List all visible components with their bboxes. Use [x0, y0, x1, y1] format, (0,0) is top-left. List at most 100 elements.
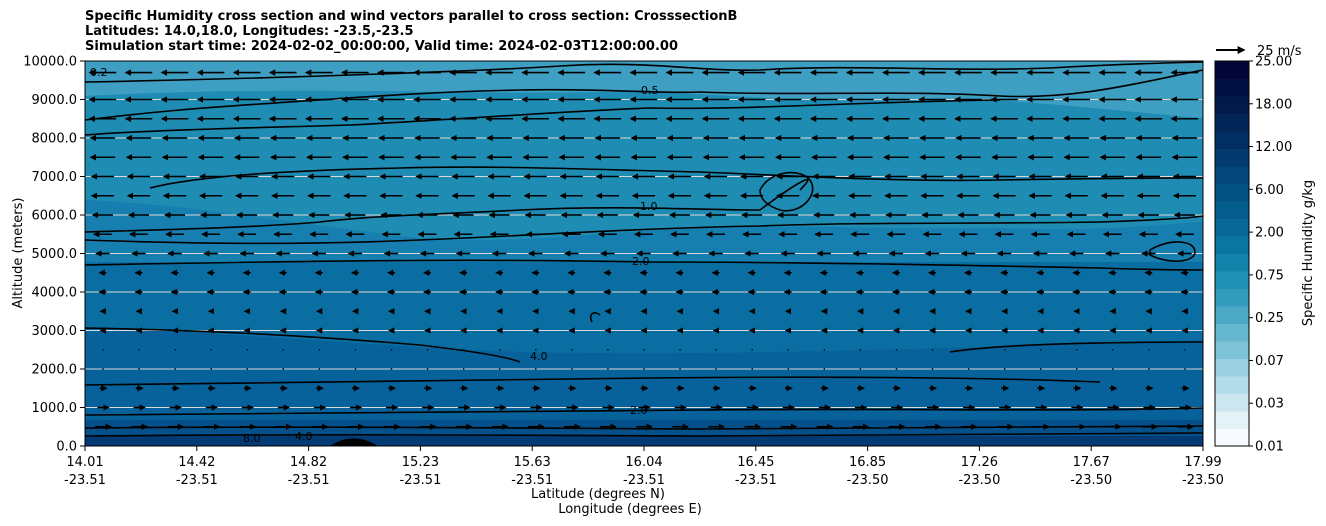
- wind-vector: [426, 368, 429, 370]
- contour-8-0-bl: [85, 432, 1203, 437]
- y-tick-label: 3000.0: [32, 324, 78, 339]
- wind-vector: [1184, 368, 1186, 370]
- wind-vector: [679, 368, 681, 370]
- wind-vector: [318, 368, 321, 370]
- colorbar-tick-label: 2.00: [1255, 226, 1284, 241]
- wind-vector: [1148, 368, 1150, 370]
- wind-vector: [462, 348, 465, 351]
- wind-vector: [751, 368, 753, 370]
- chart-title-line-1: Specific Humidity cross section and wind…: [85, 9, 738, 24]
- colorbar-segment: [1215, 341, 1249, 359]
- wind-vector: [895, 348, 898, 351]
- wind-vector: [138, 368, 140, 370]
- wind-vector: [426, 348, 429, 351]
- wind-vector: [787, 348, 790, 351]
- colorbar-tick-label: 25.00: [1255, 55, 1292, 70]
- contour-2-0-low: [85, 376, 1101, 386]
- wind-vector: [1112, 348, 1114, 351]
- contour-1-0: [85, 178, 809, 233]
- x-tick-label-lat: 16.04: [625, 455, 662, 470]
- wind-vector: [931, 368, 934, 370]
- contour-closed-right: [1149, 241, 1196, 262]
- wind-vector: [679, 348, 681, 351]
- wind-vector: [174, 348, 176, 351]
- wind-vector: [1039, 348, 1042, 351]
- wind-vector: [823, 348, 826, 351]
- colorbar-tick-label: 0.25: [1255, 311, 1284, 326]
- wind-vector: [462, 368, 465, 370]
- contour-small-4-0: [589, 312, 601, 323]
- contour-closed-blob: [759, 171, 814, 212]
- y-tick-label: 0.0: [56, 440, 77, 455]
- colorbar-tick-label: 0.01: [1255, 440, 1284, 455]
- colorbar-tick-label: 0.03: [1255, 397, 1284, 412]
- wind-vector: [607, 368, 609, 370]
- wind-vector: [571, 348, 573, 351]
- wind-vector: [787, 368, 790, 370]
- wind-vector: [318, 348, 321, 351]
- x-tick-label-lat: 15.63: [514, 455, 551, 470]
- colorbar-segment: [1215, 148, 1249, 167]
- wind-vector: [967, 348, 970, 351]
- colorbar-segment: [1215, 411, 1249, 429]
- x-tick-label-lon: -23.51: [623, 473, 665, 488]
- x-axis-label-lon: Longitude (degrees E): [558, 502, 702, 517]
- wind-vector: [246, 368, 249, 370]
- x-tick-label-lat: 17.67: [1073, 455, 1110, 470]
- colorbar-segment: [1215, 358, 1249, 377]
- wind-vector: [715, 368, 717, 370]
- wind-vector: [210, 368, 212, 370]
- colorbar-segment: [1215, 376, 1249, 394]
- contour-labels: 0.5 1.0 2.0 2.0 4.0 4.0 8.0 0.2: [90, 66, 659, 445]
- contour-4-0-right: [949, 341, 1203, 353]
- chart-title-line-3: Simulation start time: 2024-02-02_00:00:…: [85, 39, 678, 54]
- contour-label-1-0: 1.0: [640, 200, 658, 213]
- wind-vector: [390, 368, 393, 370]
- wind-vector: [210, 348, 212, 351]
- wind-vector: [354, 368, 357, 370]
- quiver-key-label: 25 m/s: [1257, 44, 1302, 59]
- colorbar-segment: [1215, 96, 1249, 114]
- colorbar-segment: [1215, 113, 1249, 132]
- wind-vector: [643, 348, 645, 351]
- contour-label-4-0: 4.0: [530, 350, 548, 363]
- wind-vector: [535, 348, 537, 351]
- contour-4-0-left: [85, 327, 521, 363]
- wind-vector: [282, 368, 285, 370]
- wind-vector: [498, 348, 501, 351]
- fill-midlevel: [85, 200, 1203, 265]
- wind-vector: [751, 348, 753, 351]
- contour-0-5-low: [85, 215, 1203, 245]
- x-axis-label-lat: Latitude (degrees N): [531, 487, 665, 502]
- colorbar-segment: [1215, 166, 1249, 184]
- x-tick-label-lon: -23.50: [1182, 473, 1224, 488]
- chart-title-line-2: Latitudes: 14.0,18.0, Longitudes: -23.5,…: [85, 24, 414, 39]
- wind-vector: [1184, 348, 1186, 351]
- y-tick-label: 10000.0: [23, 55, 77, 70]
- colorbar-tick-label: 6.00: [1255, 183, 1284, 198]
- x-tick-label-lat: 17.26: [961, 455, 998, 470]
- wind-vector: [823, 368, 826, 370]
- wind-vector: [354, 348, 357, 351]
- contour-label-2-0-mid: 2.0: [632, 255, 650, 268]
- colorbar-segment: [1215, 428, 1249, 447]
- colorbar-segment: [1215, 253, 1249, 272]
- contour-0-5-mid: [85, 99, 1001, 136]
- colorbar-tick-label: 18.00: [1255, 97, 1292, 112]
- x-tick-label-lat: 14.42: [178, 455, 215, 470]
- x-tick-label-lon: -23.50: [1070, 473, 1112, 488]
- wind-vector: [1039, 368, 1042, 370]
- wind-vector: [895, 368, 898, 370]
- wind-vector: [1112, 368, 1114, 370]
- colorbar-segment: [1215, 61, 1249, 79]
- wind-vector: [967, 368, 970, 370]
- x-tick-label-lon: -23.51: [735, 473, 777, 488]
- contour-label-0-5: 0.5: [641, 84, 659, 97]
- x-tick-label-lon: -23.51: [176, 473, 218, 488]
- wind-vector: [859, 368, 862, 370]
- wind-vector: [282, 348, 285, 351]
- wind-vectors: [88, 69, 1199, 430]
- x-tick-label-lon: -23.51: [399, 473, 441, 488]
- x-tick-label-lon: -23.50: [958, 473, 1000, 488]
- contour-2-0-upper: [149, 166, 1203, 189]
